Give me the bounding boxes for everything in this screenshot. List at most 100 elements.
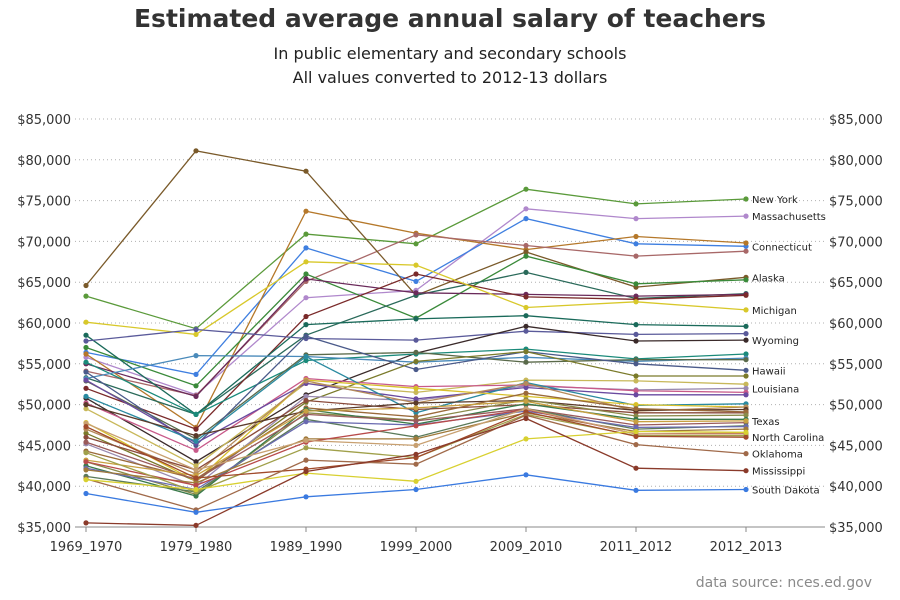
data-point (413, 232, 419, 238)
data-point (83, 490, 89, 497)
data-point (83, 459, 89, 465)
data-point (193, 331, 199, 337)
data-point (743, 434, 749, 440)
data-point (83, 520, 89, 526)
data-point (193, 148, 199, 154)
data-point (743, 323, 749, 329)
data-point (83, 344, 89, 351)
data-point (743, 196, 749, 202)
data-point (303, 408, 309, 414)
y-tick-label-right: $80,000 (829, 154, 883, 169)
x-tick-label: 1989_1990 (270, 540, 343, 555)
series-label: Hawaii (752, 366, 786, 377)
data-point (303, 353, 309, 360)
data-point (743, 373, 749, 379)
data-point (83, 293, 89, 299)
data-point (413, 400, 419, 406)
data-point (633, 419, 639, 425)
data-point (413, 396, 419, 402)
data-point (303, 357, 309, 364)
data-point (83, 385, 89, 391)
data-point (633, 406, 639, 412)
data-point (193, 509, 199, 515)
data-point (413, 423, 419, 429)
y-tick-label-right: $75,000 (829, 195, 883, 210)
data-point (743, 418, 749, 424)
data-point (303, 397, 309, 404)
data-point (523, 349, 529, 355)
data-point (523, 380, 529, 386)
y-tick-label-left: $40,000 (17, 480, 71, 495)
data-point (193, 393, 199, 399)
data-point (193, 371, 199, 377)
x-tick-label: 1979_1980 (160, 540, 233, 555)
data-point (303, 168, 309, 174)
data-point (743, 381, 749, 387)
data-point (83, 434, 89, 440)
series-lines (83, 148, 749, 529)
y-tick-label-left: $55,000 (17, 358, 71, 373)
series-label: Texas (751, 417, 780, 428)
data-point (633, 241, 639, 247)
data-point (193, 522, 199, 529)
data-point (633, 433, 639, 439)
data-point (413, 366, 419, 373)
data-point (523, 242, 529, 249)
data-point (633, 216, 639, 222)
y-tick-label-left: $60,000 (17, 317, 71, 332)
axes: $35,000 $35,000 $40,000 $40,000 $45,000 $45,0… (17, 113, 883, 555)
data-point (193, 326, 199, 333)
data-point (743, 307, 749, 313)
data-point (413, 436, 419, 442)
data-point (193, 438, 199, 444)
data-point (83, 338, 89, 344)
data-point (743, 248, 749, 254)
y-tick-label-left: $75,000 (17, 195, 71, 210)
data-point (413, 358, 419, 364)
data-point (413, 262, 419, 268)
data-point (523, 304, 529, 311)
y-tick-label-right: $45,000 (829, 439, 883, 454)
data-point (523, 436, 529, 442)
y-tick-label-right: $65,000 (829, 276, 883, 291)
data-point (413, 337, 419, 343)
series-label: Alaska (752, 273, 785, 284)
data-point (523, 384, 529, 391)
series-label: Michigan (752, 306, 797, 317)
data-point (83, 351, 89, 357)
data-point (523, 186, 529, 192)
data-point (523, 328, 529, 334)
data-point (83, 477, 89, 483)
data-point (193, 482, 199, 488)
data-point (303, 295, 309, 301)
data-point (633, 331, 639, 337)
data-point (743, 468, 749, 474)
chart-subtitle-line-1: In public elementary and secondary schoo… (273, 44, 627, 63)
data-point (743, 277, 749, 283)
data-point (633, 338, 639, 344)
data-point (413, 278, 419, 284)
series-label: South Dakota (752, 485, 820, 496)
y-tick-label-right: $55,000 (829, 358, 883, 373)
data-point (633, 281, 639, 287)
gridlines (75, 118, 825, 487)
y-tick-label-left: $35,000 (17, 521, 71, 536)
data-point (633, 428, 639, 435)
data-point (413, 418, 419, 424)
data-point (523, 359, 529, 365)
data-point (413, 385, 419, 391)
data-point (193, 463, 199, 469)
y-tick-label-left: $70,000 (17, 235, 71, 250)
data-point (413, 271, 419, 277)
data-point (523, 398, 529, 404)
y-tick-label-right: $85,000 (829, 113, 883, 128)
data-point (413, 349, 419, 355)
series-label: New York (752, 195, 798, 206)
x-tick-label: 2011_2012 (600, 540, 673, 555)
data-point (523, 390, 529, 396)
y-tick-label-left: $50,000 (17, 399, 71, 414)
data-point (523, 206, 529, 212)
data-point (83, 369, 89, 375)
data-point (523, 472, 529, 478)
